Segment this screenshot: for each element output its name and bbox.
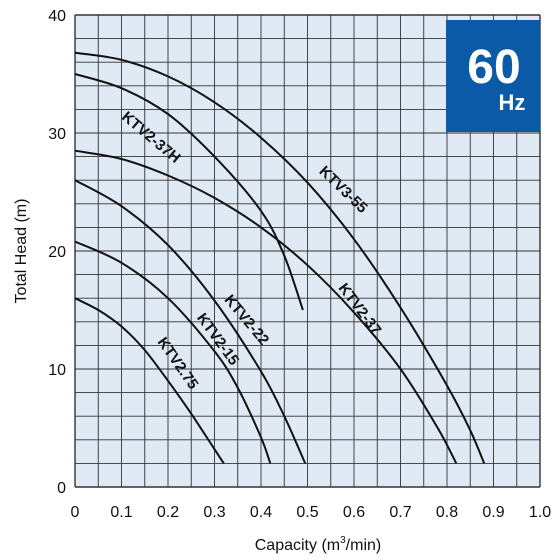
x-axis-title: Capacity (m3/min) <box>255 535 381 554</box>
badge-frequency-value: 60 <box>467 41 520 94</box>
x-tick-label: 0.9 <box>482 504 504 521</box>
x-tick-label: 0.5 <box>296 504 318 521</box>
y-axis-title: Total Head (m) <box>13 199 30 304</box>
badge-background <box>446 20 540 132</box>
x-axis-title-tail: /min) <box>346 537 382 554</box>
performance-curves <box>74 51 486 464</box>
x-tick-label: 0.2 <box>157 504 179 521</box>
grid <box>74 14 541 488</box>
x-tick-label: 0.3 <box>203 504 225 521</box>
y-tick-label: 40 <box>48 8 66 25</box>
x-axis-title-superscript: 3 <box>340 535 346 546</box>
y-tick-label: 0 <box>57 480 66 497</box>
curve-ktv2-75 <box>74 297 225 464</box>
curve-ktv2-37 <box>74 149 458 464</box>
badge-frequency-unit: Hz <box>499 90 526 115</box>
curve-ktv2-37h <box>74 73 304 311</box>
curve-ktv2-22 <box>74 179 307 464</box>
x-tick-label: 1.0 <box>529 504 551 521</box>
frequency-badge: 60 Hz <box>446 20 540 132</box>
x-tick-label: 0.4 <box>250 504 272 521</box>
curve-ktv3-55 <box>74 51 486 464</box>
x-tick-label: 0.1 <box>110 504 132 521</box>
x-tick-label: 0.8 <box>436 504 458 521</box>
x-tick-label: 0 <box>71 504 80 521</box>
x-tick-labels: 0 0.1 0.2 0.3 0.4 0.5 0.6 0.7 0.8 0.9 1.0 <box>71 504 552 521</box>
y-tick-label: 10 <box>48 362 66 379</box>
x-axis-title-main: Capacity (m <box>255 537 340 554</box>
x-tick-label: 0.6 <box>343 504 365 521</box>
y-tick-label: 30 <box>48 126 66 143</box>
curve-ktv2-15 <box>74 240 272 464</box>
x-tick-label: 0.7 <box>389 504 411 521</box>
y-tick-label: 20 <box>48 244 66 261</box>
y-tick-labels: 0 10 20 30 40 <box>48 8 66 497</box>
